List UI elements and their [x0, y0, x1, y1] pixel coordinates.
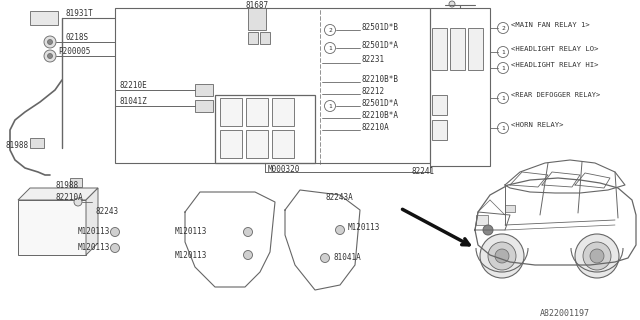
Bar	[30, 11, 58, 25]
Polygon shape	[18, 188, 98, 200]
Text: 1: 1	[328, 103, 332, 108]
Bar	[430, 8, 490, 166]
Text: 1: 1	[501, 66, 505, 70]
Text: 81041Z: 81041Z	[120, 98, 148, 107]
Text: 2: 2	[328, 28, 332, 33]
Text: 82501D*B: 82501D*B	[362, 22, 399, 31]
Circle shape	[243, 251, 253, 260]
Circle shape	[74, 198, 82, 206]
Bar	[246, 130, 268, 158]
Text: 82210A: 82210A	[362, 123, 390, 132]
Polygon shape	[86, 188, 98, 255]
Text: <HEADLIGHT RELAY LO>: <HEADLIGHT RELAY LO>	[511, 46, 598, 52]
Circle shape	[321, 253, 330, 262]
Bar	[432, 120, 447, 140]
Circle shape	[497, 123, 509, 133]
Bar	[450, 28, 465, 70]
Bar	[195, 100, 213, 112]
Text: 82501D*A: 82501D*A	[362, 99, 399, 108]
Text: 81988: 81988	[5, 140, 28, 149]
Bar	[272, 98, 294, 126]
Circle shape	[497, 22, 509, 34]
Circle shape	[44, 50, 56, 62]
Bar	[468, 28, 483, 70]
Circle shape	[583, 242, 611, 270]
Circle shape	[47, 39, 52, 44]
Bar	[432, 28, 447, 70]
Text: <HORN RELAY>: <HORN RELAY>	[511, 122, 563, 128]
Circle shape	[449, 1, 455, 7]
Text: 81988: 81988	[55, 180, 78, 189]
Text: 1: 1	[501, 125, 505, 131]
Circle shape	[324, 25, 335, 36]
Text: 1: 1	[328, 45, 332, 51]
Text: M120113: M120113	[78, 244, 110, 252]
Circle shape	[335, 226, 344, 235]
Bar	[476, 215, 488, 225]
Text: M120113: M120113	[348, 223, 380, 233]
Bar	[220, 130, 242, 158]
Circle shape	[44, 36, 56, 48]
Bar	[220, 98, 242, 126]
Circle shape	[324, 100, 335, 111]
Text: 0218S: 0218S	[65, 34, 88, 43]
Circle shape	[495, 249, 509, 263]
Circle shape	[111, 228, 120, 236]
Bar	[505, 205, 515, 212]
Text: 82210E: 82210E	[120, 82, 148, 91]
Circle shape	[497, 46, 509, 58]
Bar	[246, 98, 268, 126]
Bar	[248, 32, 258, 44]
Text: 1: 1	[501, 95, 505, 100]
Text: 82210B*B: 82210B*B	[362, 75, 399, 84]
Text: 82501D*A: 82501D*A	[362, 41, 399, 50]
Text: <REAR DEFOGGER RELAY>: <REAR DEFOGGER RELAY>	[511, 92, 600, 98]
Bar	[195, 84, 213, 96]
Circle shape	[590, 249, 604, 263]
Text: 82243A: 82243A	[325, 194, 353, 203]
Bar	[70, 178, 82, 187]
Text: 82243: 82243	[95, 207, 118, 217]
Bar	[248, 8, 266, 30]
Bar	[215, 95, 315, 163]
Text: <MAIN FAN RELAY 1>: <MAIN FAN RELAY 1>	[511, 22, 589, 28]
Text: 82210B*A: 82210B*A	[362, 110, 399, 119]
Bar	[272, 130, 294, 158]
Text: 81687: 81687	[245, 2, 268, 11]
Circle shape	[324, 43, 335, 53]
Circle shape	[497, 62, 509, 74]
Circle shape	[243, 228, 253, 236]
Text: P200005: P200005	[58, 47, 90, 57]
Text: 81041A: 81041A	[333, 253, 361, 262]
Bar	[432, 95, 447, 115]
Circle shape	[111, 244, 120, 252]
Circle shape	[480, 234, 524, 278]
Text: M120113: M120113	[78, 228, 110, 236]
Text: 82231: 82231	[362, 55, 385, 65]
Text: M120113: M120113	[175, 251, 207, 260]
Text: M000320: M000320	[268, 165, 300, 174]
Bar	[260, 32, 270, 44]
Text: A822001197: A822001197	[540, 308, 590, 317]
Bar	[115, 8, 430, 163]
Circle shape	[47, 53, 52, 59]
Text: 82212: 82212	[362, 86, 385, 95]
Bar	[30, 138, 44, 148]
Circle shape	[488, 242, 516, 270]
Circle shape	[575, 234, 619, 278]
Text: 1: 1	[501, 50, 505, 54]
Circle shape	[497, 92, 509, 103]
Text: 2: 2	[501, 26, 505, 30]
Text: <HEADLIGHT RELAY HI>: <HEADLIGHT RELAY HI>	[511, 62, 598, 68]
Circle shape	[483, 225, 493, 235]
Bar	[18, 200, 86, 255]
Text: 82241: 82241	[412, 167, 435, 177]
Text: 82210A: 82210A	[55, 194, 83, 203]
Text: M120113: M120113	[175, 228, 207, 236]
Text: 81931T: 81931T	[65, 10, 93, 19]
